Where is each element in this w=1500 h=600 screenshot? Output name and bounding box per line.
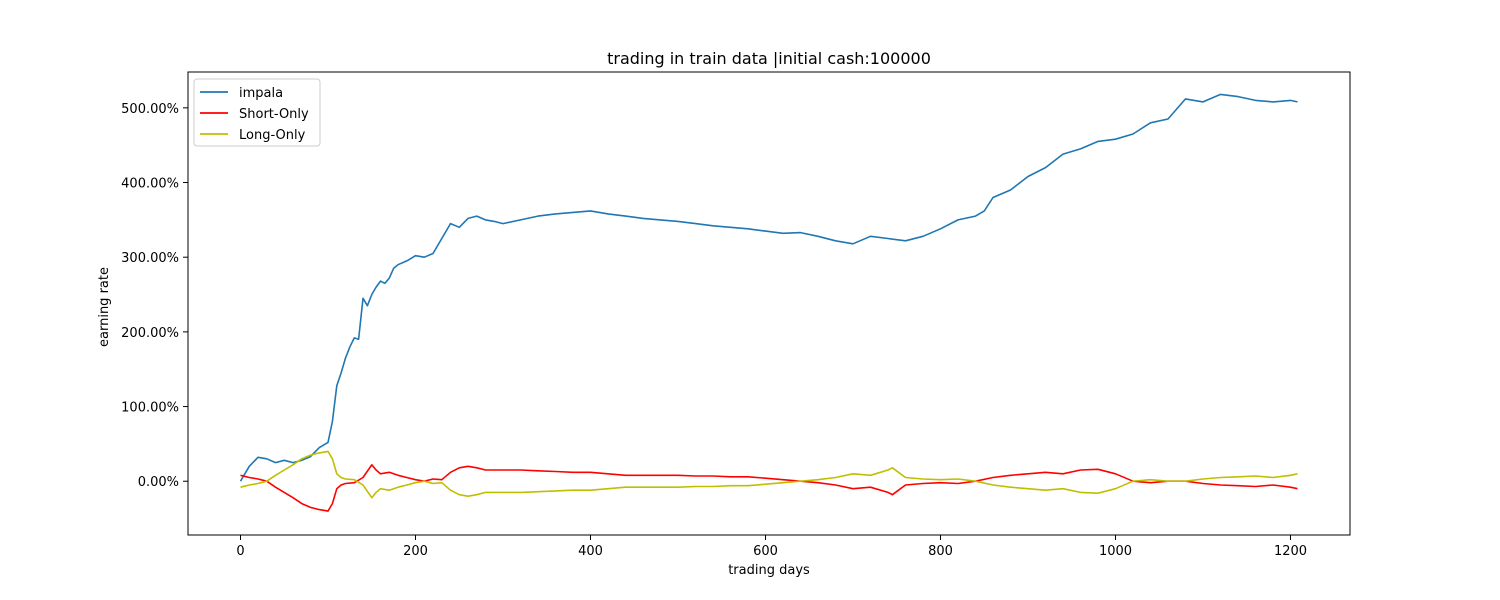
x-tick-label: 200 bbox=[403, 544, 428, 559]
series-line-1 bbox=[240, 463, 1298, 512]
y-tick-label: 0.00% bbox=[138, 475, 179, 490]
y-tick-label: 200.00% bbox=[121, 326, 179, 341]
legend-label: Long-Only bbox=[239, 128, 306, 143]
legend-box bbox=[193, 78, 321, 147]
y-tick-label: 500.00% bbox=[121, 102, 179, 117]
y-tick-label: 300.00% bbox=[121, 251, 179, 266]
x-tick-label: 800 bbox=[928, 544, 953, 559]
series-line-0 bbox=[239, 93, 1298, 482]
legend-label: impala bbox=[239, 86, 283, 101]
x-tick-label: 1000 bbox=[1099, 544, 1132, 559]
series-lines bbox=[239, 93, 1298, 512]
x-tick-label: 600 bbox=[753, 544, 778, 559]
legend-label: Short-Only bbox=[239, 107, 309, 122]
series-line-2 bbox=[240, 450, 1298, 499]
x-tick-label: 0 bbox=[236, 544, 244, 559]
plot-area: 0 200 400 600 800 1000 1200 0.00% 100.00% 200.00%… bbox=[121, 71, 1351, 559]
x-axis-label: trading days bbox=[728, 563, 810, 578]
legend: impala Short-Only Long-Only bbox=[193, 78, 321, 147]
x-tick-label: 400 bbox=[578, 544, 603, 559]
y-axis-label: earning rate bbox=[97, 267, 112, 347]
x-tick-label: 1200 bbox=[1274, 544, 1307, 559]
y-tick-label: 100.00% bbox=[121, 401, 179, 416]
axes-frame bbox=[187, 71, 1351, 536]
y-tick-label: 400.00% bbox=[121, 177, 179, 192]
chart-title: trading in train data |initial cash:1000… bbox=[607, 49, 931, 68]
